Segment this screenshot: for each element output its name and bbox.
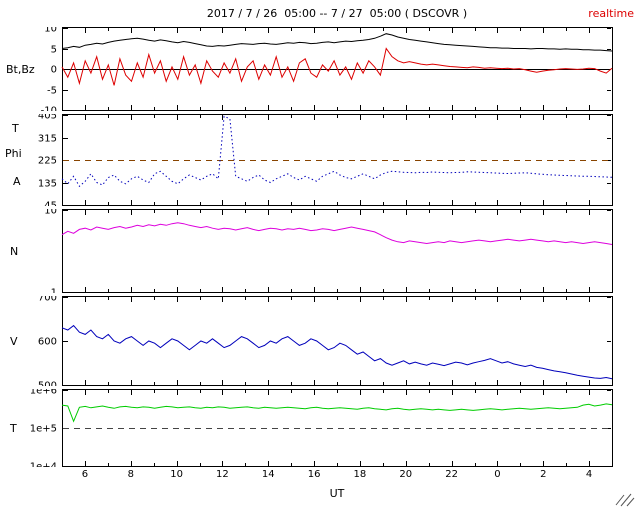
x-tick-label: 4	[585, 469, 593, 480]
y-tick-label: 10	[44, 209, 57, 217]
x-tick-label: 6	[81, 469, 89, 480]
x-tick-label: 12	[216, 469, 229, 480]
y-tick-label: 1e+5	[30, 424, 57, 435]
x-tick-label: 10	[170, 469, 183, 480]
y-tick-label: -10	[41, 106, 57, 112]
series-Bt	[61, 33, 613, 52]
y-tick-label: 10	[44, 27, 57, 35]
axis-label-phi: Phi	[5, 147, 22, 160]
axis-label-bt-bz: Bt,Bz	[6, 63, 35, 76]
density-chart: 10 1	[44, 206, 613, 299]
y-tick-label: 500	[38, 381, 57, 387]
axis-label-t: T	[12, 122, 19, 135]
panel-phi-angle: 405 315 225 135 45	[0, 111, 640, 212]
series-Bz	[61, 47, 613, 86]
x-tick-label: 18	[353, 469, 367, 480]
x-tick-label: 2	[540, 469, 547, 480]
series-T	[61, 403, 613, 423]
series-N	[61, 222, 613, 245]
series-V	[61, 324, 613, 380]
axis-label-a: A	[13, 175, 21, 188]
y-tick-label: 405	[38, 114, 57, 122]
y-tick-label: 135	[38, 179, 57, 190]
x-tick-label: 16	[307, 469, 321, 480]
magnetic-field-chart: 10 5 0 -5 -10	[41, 24, 613, 117]
x-tick-label: 0	[494, 469, 501, 480]
y-tick-label: -5	[47, 86, 57, 97]
x-tick-label: 8	[127, 469, 134, 480]
y-tick-label: 1e+4	[30, 462, 57, 468]
x-tick-label: 22	[445, 469, 458, 480]
series-Phi	[61, 115, 613, 188]
panel-temperature: 1e+6 1e+5 1e+4	[0, 386, 640, 473]
x-axis-labels: 6 8 10 12 14 16 18 20 22 0 2 4	[0, 469, 640, 482]
y-tick-label: 600	[38, 337, 57, 348]
x-tick-label: 20	[399, 469, 413, 480]
panel-speed: 700 600 500	[0, 293, 640, 392]
corner-hatch-icon	[615, 493, 635, 507]
realtime-badge: realtime	[588, 7, 634, 20]
y-tick-label: 1e+6	[30, 389, 57, 397]
x-axis-title: UT	[329, 487, 345, 500]
phi-angle-chart: 405 315 225 135 45	[38, 111, 613, 212]
temperature-chart: 1e+6 1e+5 1e+4	[30, 386, 613, 473]
x-tick-label: 14	[261, 469, 275, 480]
y-tick-label: 0	[51, 65, 57, 76]
y-tick-label: 225	[38, 156, 57, 167]
plot-title: 2017 / 7 / 26 05:00 -- 7 / 27 05:00 ( DS…	[206, 7, 468, 20]
axis-label-n: N	[10, 245, 19, 258]
panel-magnetic-field: 10 5 0 -5 -10	[0, 24, 640, 117]
y-tick-label: 1	[51, 288, 57, 294]
axis-label-v: V	[10, 335, 18, 348]
speed-chart: 700 600 500	[38, 293, 613, 392]
panel-density: 10 1	[0, 206, 640, 299]
y-tick-label: 45	[44, 201, 57, 207]
y-tick-label: 5	[51, 45, 57, 56]
y-tick-label: 700	[38, 296, 57, 304]
axis-label-temp: T	[10, 422, 17, 435]
y-tick-label: 315	[38, 134, 57, 145]
